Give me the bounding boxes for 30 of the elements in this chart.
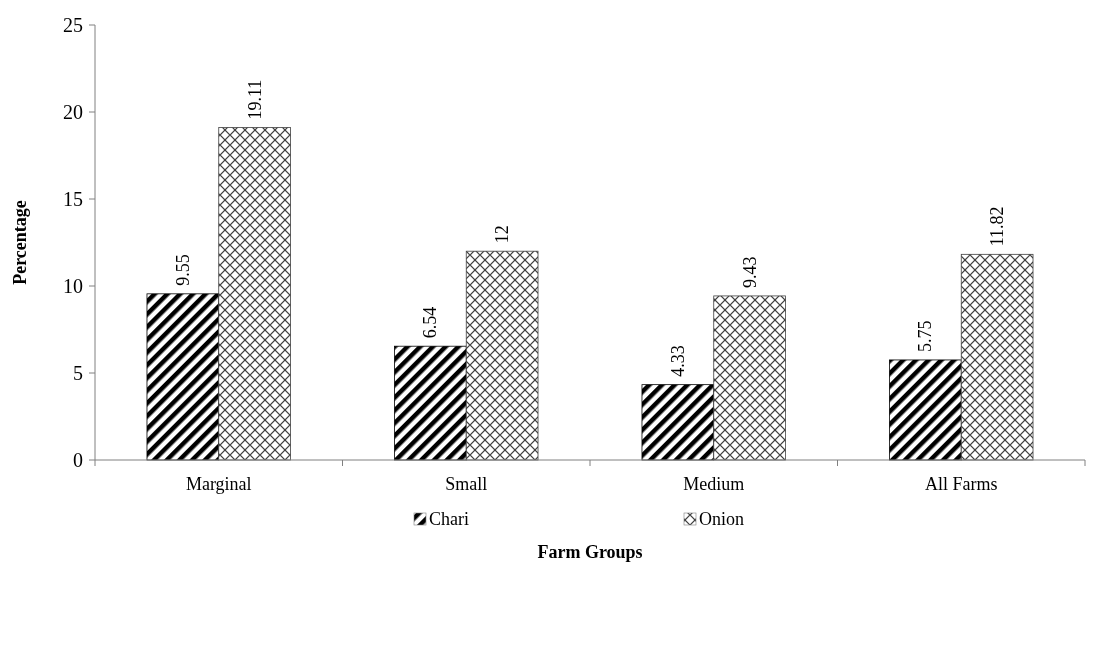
y-tick-label: 0 bbox=[73, 449, 83, 471]
data-label: 6.54 bbox=[420, 306, 441, 339]
data-label: 11.82 bbox=[987, 206, 1008, 247]
data-label: 9.43 bbox=[739, 256, 760, 288]
y-tick-label: 20 bbox=[63, 101, 83, 123]
y-tick-label: 25 bbox=[63, 14, 83, 36]
legend-label: Chari bbox=[429, 509, 469, 529]
bar bbox=[960, 253, 1034, 461]
bar bbox=[146, 293, 220, 461]
bar bbox=[889, 359, 962, 461]
bar bbox=[218, 127, 291, 461]
bar bbox=[713, 295, 786, 461]
bar bbox=[394, 345, 467, 461]
data-label: 12 bbox=[492, 225, 513, 244]
data-label: 4.33 bbox=[667, 345, 688, 377]
x-axis-title: Farm Groups bbox=[537, 542, 643, 562]
x-tick-label: All Farms bbox=[924, 474, 998, 494]
x-tick-label: Medium bbox=[683, 474, 745, 494]
y-axis-title: Percentage bbox=[10, 200, 30, 285]
data-label: 9.55 bbox=[172, 254, 193, 286]
bar bbox=[641, 384, 715, 461]
bar bbox=[465, 250, 539, 461]
data-label: 19.11 bbox=[244, 79, 265, 120]
x-tick-label: Marginal bbox=[185, 474, 252, 494]
legend-label: Onion bbox=[699, 509, 744, 529]
x-tick-label: Small bbox=[445, 474, 488, 494]
y-tick-label: 5 bbox=[73, 362, 83, 384]
y-tick-label: 15 bbox=[63, 188, 83, 210]
y-tick-label: 10 bbox=[63, 275, 83, 297]
data-label: 5.75 bbox=[915, 320, 936, 352]
